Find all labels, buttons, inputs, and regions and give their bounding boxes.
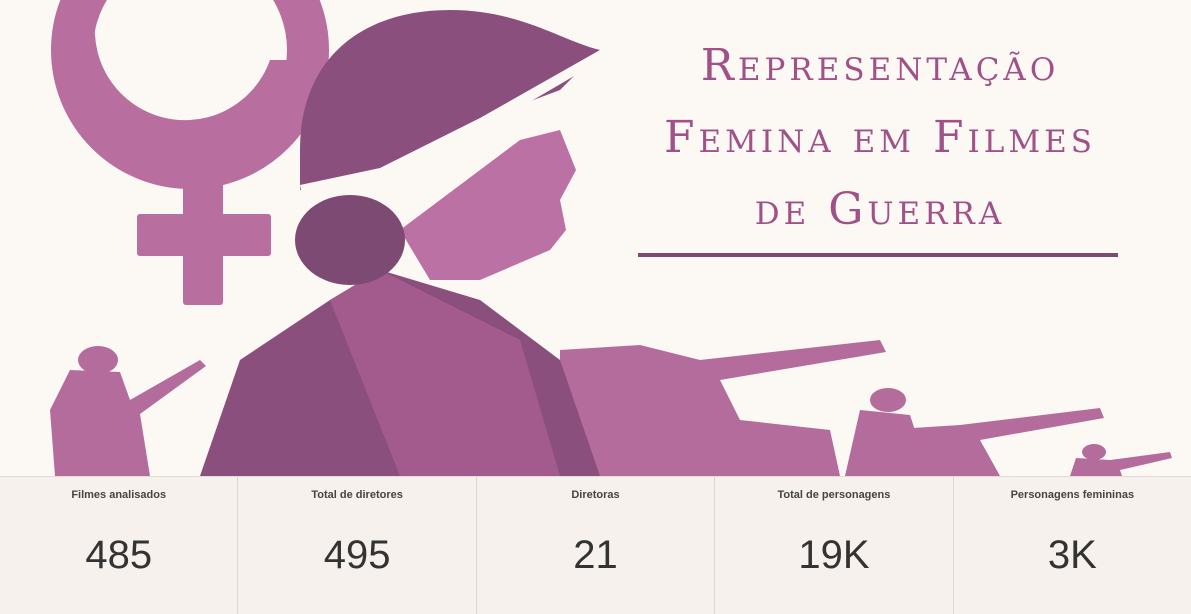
kpi-card-characters[interactable]: Total de personagens 19K	[715, 477, 954, 614]
rifleman-icon	[1070, 444, 1172, 476]
kpi-card-female-characters[interactable]: Personagens femininas 3K	[953, 477, 1191, 614]
kpi-value: 21	[573, 533, 618, 577]
soldier-profile-icon	[200, 10, 605, 476]
kpi-label: Filmes analisados	[71, 489, 167, 501]
kpi-card-directors[interactable]: Total de diretores 495	[238, 477, 477, 614]
kpi-card-films[interactable]: Filmes analisados 485	[0, 477, 239, 614]
kpi-value: 485	[85, 533, 153, 577]
kpi-card-female-directors[interactable]: Diretoras 21	[476, 477, 716, 614]
tank-icon	[560, 340, 886, 476]
kpi-value: 495	[323, 533, 391, 577]
female-symbol-icon	[66, 0, 300, 305]
kpi-label: Personagens femininas	[1010, 489, 1135, 501]
female-symbol-ring	[51, 0, 329, 189]
war-illustration	[50, 0, 1172, 476]
title-line-3: de Guerra	[754, 184, 1006, 235]
page-title: Representação Femina em Filmes de Guerra	[600, 30, 1160, 246]
kpi-value: 19K	[798, 533, 870, 577]
kpi-label: Total de diretores	[311, 489, 403, 501]
title-line-1: Representação	[700, 40, 1060, 91]
kpi-value: 3K	[1047, 533, 1097, 577]
kpi-card-row: Filmes analisados 485 Total de diretores…	[0, 476, 1191, 614]
title-line-2: Femina em Filmes	[664, 112, 1096, 163]
kpi-label: Diretoras	[571, 489, 620, 501]
title-divider	[638, 253, 1118, 257]
kpi-label: Total de personagens	[777, 489, 891, 501]
hero-banner: Representação Femina em Filmes de Guerra	[50, 0, 1172, 476]
rifleman-icon	[845, 388, 930, 476]
rifleman-icon	[50, 346, 206, 476]
